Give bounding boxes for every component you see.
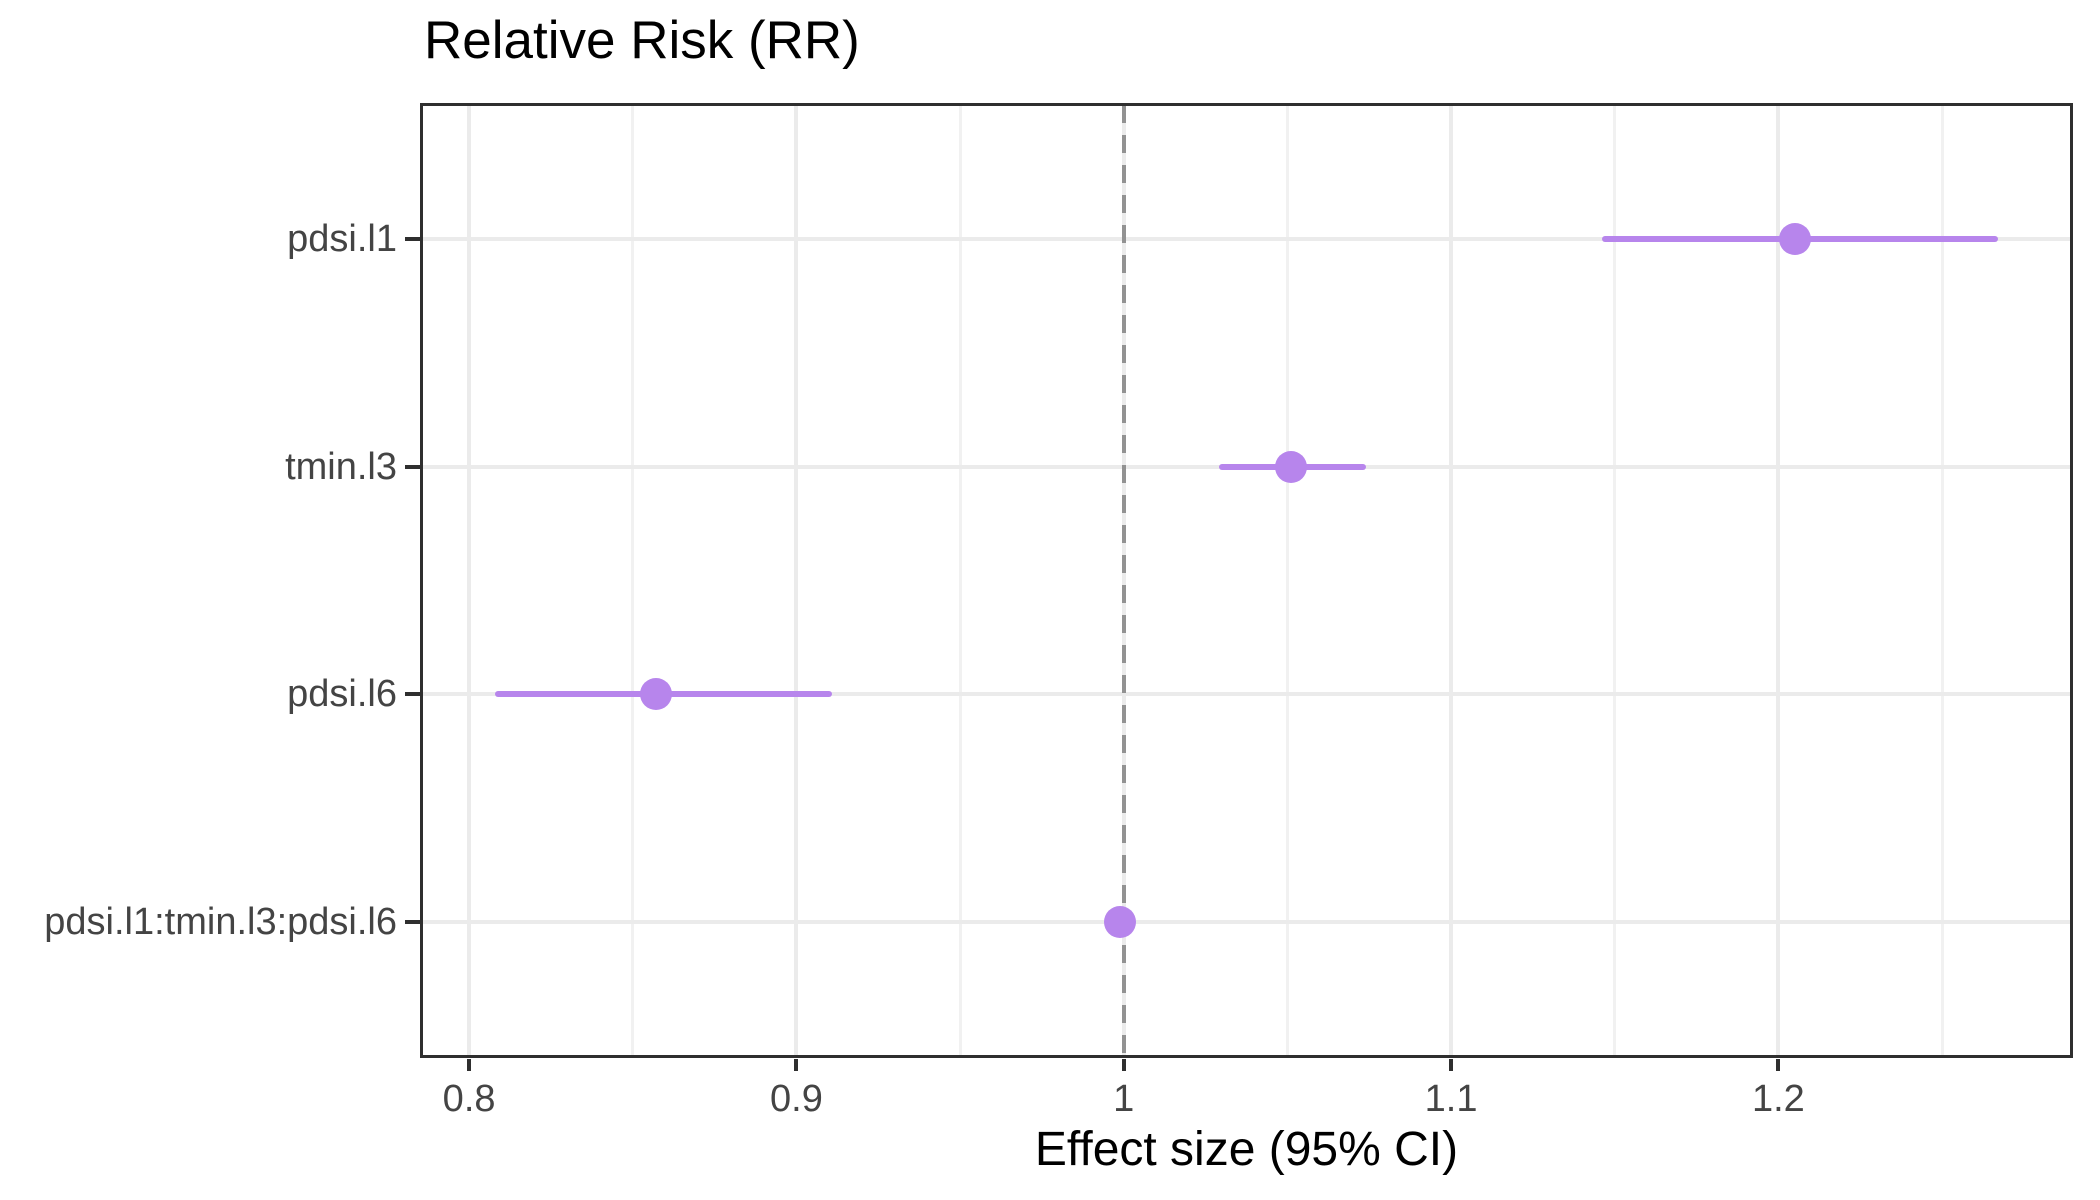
estimate-point [1104,905,1137,938]
x-axis-tick [1449,1059,1454,1071]
x-axis-title: Effect size (95% CI) [1034,1123,1459,1176]
plot-title: Relative Risk (RR) [424,11,860,70]
gridline-y-major [420,237,2073,242]
y-axis-tick [405,237,420,242]
gridline-x-major [1776,103,1781,1058]
y-axis-tick [405,464,420,469]
x-axis-tick [467,1059,472,1071]
gridline-x-major [467,103,472,1058]
x-axis-tick-label: 0.8 [442,1078,496,1120]
panel-border [420,103,2073,1058]
gridline-x-minor [631,103,635,1058]
gridline-x-minor [1940,103,1944,1058]
x-axis-tick-label: 1.2 [1751,1078,1805,1120]
y-axis-tick-label: pdsi.l1 [287,218,397,261]
gridline-y-major [420,919,2073,924]
gridline-x-major [794,103,799,1058]
y-axis-tick-label: pdsi.l1:tmin.l3:pdsi.l6 [44,900,397,943]
x-axis-tick [1121,1059,1126,1071]
reference-line [1121,105,1126,1056]
gridline-x-minor [1613,103,1617,1058]
gridline-x-minor [958,103,962,1058]
y-axis-tick [405,919,420,924]
x-axis-tick-label: 0.9 [770,1078,823,1120]
y-axis-tick [405,692,420,697]
y-axis-tick-label: pdsi.l6 [287,673,397,716]
x-axis-tick [1776,1059,1781,1071]
x-axis-tick-label: 1.1 [1424,1078,1478,1120]
estimate-point [1778,223,1811,256]
y-axis-tick-label: tmin.l3 [285,445,397,488]
x-axis-tick-label: 1 [1113,1078,1135,1120]
x-axis-tick [794,1059,799,1071]
gridline-x-minor [1285,103,1289,1058]
gridline-x-major [1449,103,1454,1058]
estimate-point [639,678,672,711]
estimate-point [1274,450,1307,483]
gridline-y-major [420,692,2073,697]
